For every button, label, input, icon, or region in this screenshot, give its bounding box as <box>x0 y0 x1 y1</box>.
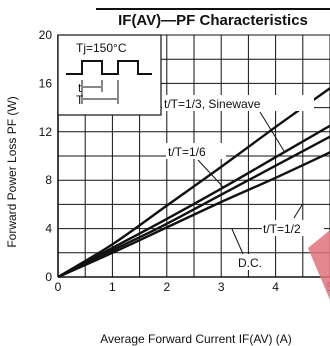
series-lines <box>57 87 330 279</box>
x-tick-label: 3 <box>218 280 225 294</box>
x-tick-label: 1 <box>109 280 116 294</box>
series-line-2 <box>57 135 330 279</box>
label-sinewave: t/T=1/3, Sinewave <box>164 97 261 111</box>
x-tick-label: 4 <box>272 280 279 294</box>
inset-T-label: T <box>76 93 84 107</box>
series-annotations: t/T=1/3, Sinewave t/T=1/6 t/T=1/2 D.C. <box>162 95 324 270</box>
series-line-0 <box>57 87 330 279</box>
y-tick-label: 12 <box>39 125 53 139</box>
chart-title: IF(AV)—PF Characteristics <box>118 12 308 29</box>
pointer-sinewave <box>259 111 285 152</box>
label-bg-1-2 <box>262 220 324 236</box>
label-dc: D.C. <box>238 256 262 270</box>
label-bg-1-6 <box>166 143 226 159</box>
x-tick-label: 0 <box>55 280 62 294</box>
tick-labels: 012345048121620 <box>39 28 330 294</box>
x-tick-label: 2 <box>163 280 170 294</box>
y-axis-label: Forward Power Loss PF (W) <box>5 96 19 247</box>
series-line-1 <box>57 124 330 279</box>
inset-condition: Tj=150°C <box>76 41 127 55</box>
label-1-6: t/T=1/6 <box>168 145 206 159</box>
pointer-1-2 <box>293 204 303 219</box>
y-tick-label: 16 <box>39 76 53 90</box>
inset-t-label: t <box>78 81 82 95</box>
pointer-1-6 <box>197 159 225 189</box>
label-bg-sinewave <box>162 95 314 111</box>
y-tick-label: 4 <box>45 222 52 236</box>
y-tick-label: 0 <box>45 270 52 284</box>
label-1-2: t/T=1/2 <box>263 222 301 236</box>
series-line-3 <box>57 151 330 279</box>
y-tick-label: 8 <box>45 173 52 187</box>
inset-waveform: Tj=150°C t T <box>57 34 162 116</box>
y-tick-label: 20 <box>39 28 53 42</box>
x-axis-label: Average Forward Current IF(AV) (A) <box>100 332 292 346</box>
label-bg-dc <box>236 254 270 270</box>
decorative-wedge <box>308 230 330 300</box>
pointer-dc <box>231 228 244 255</box>
pulse-waveform <box>66 60 152 75</box>
